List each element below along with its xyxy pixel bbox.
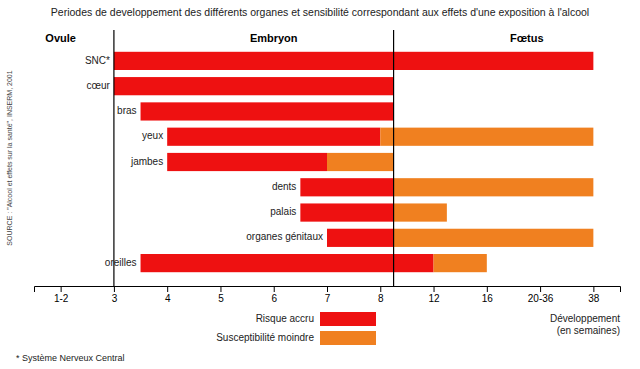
source: SOURCE : "Alcool et effets sur la santé"… xyxy=(6,70,13,245)
tick: 3 xyxy=(112,286,118,304)
tick-mark xyxy=(114,286,115,292)
bar xyxy=(394,229,594,247)
tick: 4 xyxy=(165,286,171,304)
chart: Periodes de developpement des différents… xyxy=(0,0,640,369)
axis-line xyxy=(35,287,621,293)
legend-label: Risque accru xyxy=(256,313,314,324)
category-label: yeux xyxy=(142,130,163,141)
category-label: SNC* xyxy=(85,55,110,66)
bar xyxy=(114,52,593,70)
annotation: Ovule xyxy=(45,32,76,44)
tick: 38 xyxy=(588,286,600,304)
tick-label: 3 xyxy=(112,293,118,304)
tick: 20-36 xyxy=(528,286,554,304)
legend: Risque accru Susceptibilité moindre xyxy=(216,312,376,345)
legend-swatch xyxy=(320,312,376,326)
category-label: oreilles xyxy=(105,257,137,268)
tick-label: 16 xyxy=(482,293,494,304)
annotations: Ovule Embryon Fœtus xyxy=(45,32,543,44)
bar xyxy=(141,254,434,272)
legend-swatch xyxy=(320,331,376,345)
reference-line xyxy=(393,30,394,286)
tick-mark xyxy=(327,286,328,292)
bar xyxy=(394,178,594,196)
tick-label: 1-2 xyxy=(54,293,69,304)
category-label: cœur xyxy=(87,80,111,91)
tick: 16 xyxy=(482,286,494,304)
legend-label: Susceptibilité moindre xyxy=(216,332,314,343)
tick-label: 12 xyxy=(428,293,440,304)
tick-mark xyxy=(540,286,541,292)
bar xyxy=(327,229,394,247)
bar xyxy=(434,254,487,272)
bar xyxy=(394,203,447,221)
category-label: jambes xyxy=(130,156,163,167)
tick-mark xyxy=(220,286,221,292)
tick: 7 xyxy=(325,286,331,304)
category-labels: SNC* cœur bras yeux jambes dents palais organes… xyxy=(85,55,323,268)
plot-area xyxy=(114,30,593,286)
tick-label: 6 xyxy=(271,293,277,304)
x-axis: 1-2 3 4 5 6 7 8 12 16 20-36 38 xyxy=(35,286,621,304)
category-label: bras xyxy=(117,105,136,116)
tick-label: 7 xyxy=(325,293,331,304)
bar xyxy=(141,102,394,120)
tick-label: 20-36 xyxy=(528,293,554,304)
tick-mark xyxy=(593,286,594,292)
annotation: Embryon xyxy=(250,32,298,44)
x-axis-title: Développement(en semaines) xyxy=(550,313,620,336)
category-label: organes génitaux xyxy=(246,231,323,242)
tick: 1-2 xyxy=(54,286,69,304)
footnote: * Système Nerveux Central xyxy=(16,353,125,363)
tick: 6 xyxy=(271,286,277,304)
reference-line xyxy=(113,30,114,286)
category-label: dents xyxy=(272,181,296,192)
bar xyxy=(380,128,593,146)
tick-label: 38 xyxy=(588,293,600,304)
category-label: palais xyxy=(270,206,296,217)
tick-label: 5 xyxy=(218,293,224,304)
title: Periodes de developpement des différents… xyxy=(51,6,589,18)
tick-mark xyxy=(274,286,275,292)
bar xyxy=(300,178,393,196)
bar xyxy=(300,203,393,221)
tick: 12 xyxy=(428,286,440,304)
tick-mark xyxy=(167,286,168,292)
bar xyxy=(167,153,327,171)
tick-label: 4 xyxy=(165,293,171,304)
bar xyxy=(167,128,380,146)
tick: 8 xyxy=(378,286,384,304)
annotation: Fœtus xyxy=(510,32,544,44)
series xyxy=(327,128,593,273)
series xyxy=(114,52,593,272)
tick-mark xyxy=(380,286,381,292)
tick-mark xyxy=(434,286,435,292)
tick-mark xyxy=(61,286,62,292)
tick-mark xyxy=(487,286,488,292)
tick-label: 8 xyxy=(378,293,384,304)
bar xyxy=(114,77,394,95)
tick: 5 xyxy=(218,286,224,304)
bar xyxy=(327,153,394,171)
